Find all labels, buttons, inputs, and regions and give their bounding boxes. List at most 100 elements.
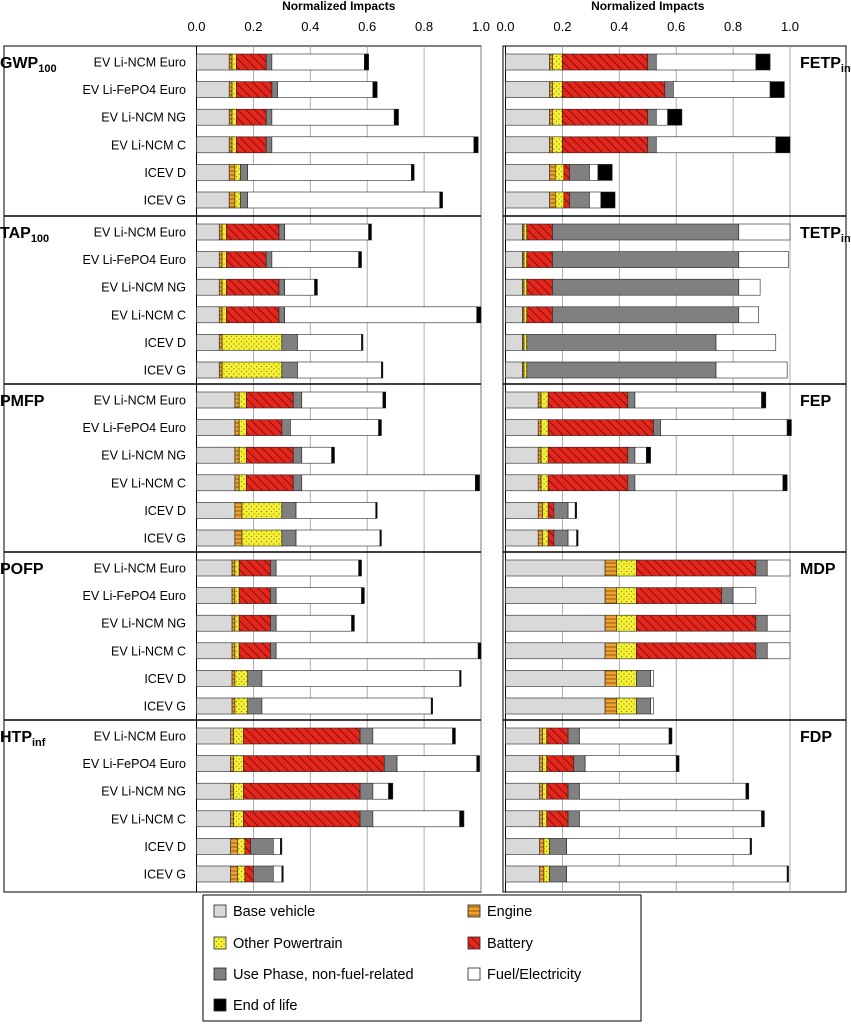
- bar-segment-use: [250, 838, 274, 855]
- bar-segment-other: [233, 727, 244, 745]
- bar-segment-fuel: [247, 191, 441, 209]
- bar-segment-other: [523, 334, 528, 351]
- bar-segment-engine: [549, 136, 553, 154]
- category-label: EV Li-FePO4 Euro: [82, 589, 186, 603]
- bar-segment-eol: [755, 53, 771, 71]
- bar-segment-eol: [379, 529, 382, 547]
- bar-segment-use: [292, 391, 303, 409]
- bar-segment-other: [221, 251, 227, 268]
- bar-segment-use: [281, 529, 297, 547]
- bar-segment-battery: [238, 642, 271, 660]
- bar-segment-base: [505, 391, 539, 409]
- legend-swatch-base: [213, 904, 227, 918]
- bar-segment-base: [505, 108, 550, 126]
- legend-label: Base vehicle: [233, 904, 315, 920]
- bar-segment-battery: [238, 614, 271, 632]
- bar-segment-use: [627, 474, 636, 492]
- bar-segment-engine: [604, 642, 617, 660]
- bar-segment-battery: [547, 419, 654, 436]
- bar-segment-use: [627, 391, 636, 409]
- tick-label: 0.8: [724, 19, 742, 34]
- metric-label: FDP: [800, 729, 832, 746]
- bar-segment-battery: [236, 108, 267, 126]
- bar-segment-base: [505, 223, 523, 241]
- bar-segment-battery: [245, 446, 294, 464]
- bar-segment-eol: [475, 474, 480, 492]
- metric-label: FETPinf: [800, 55, 851, 75]
- bar-segment-fuel: [738, 223, 791, 241]
- bar-segment-base: [505, 251, 523, 268]
- bar-segment-engine: [230, 865, 239, 883]
- bar-segment-other: [552, 108, 563, 126]
- bar-segment-battery: [547, 391, 629, 409]
- bar-segment-base: [196, 278, 220, 296]
- bar-segment-base: [196, 529, 236, 547]
- bar-segment-other: [231, 136, 237, 154]
- bar-segment-base: [505, 642, 606, 660]
- bar-segment-use: [552, 223, 740, 241]
- bar-segment-other: [241, 502, 283, 519]
- bar-segment-use: [552, 278, 740, 296]
- metric-label: PMFP: [0, 393, 45, 410]
- bar-segment-fuel: [650, 670, 654, 687]
- bar-segment-eol: [761, 391, 767, 409]
- bar-segment-use: [573, 755, 586, 772]
- bar-segment-fuel: [738, 306, 760, 324]
- bar-segment-base: [505, 81, 550, 98]
- bar-segment-fuel: [301, 474, 476, 492]
- bar-segment-base: [196, 755, 231, 772]
- bar-segment-fuel: [634, 391, 762, 409]
- bar-segment-use: [636, 697, 651, 715]
- bar-segment-other: [234, 559, 240, 577]
- bar-segment-base: [196, 191, 230, 209]
- bar-segment-engine: [231, 697, 236, 715]
- bar-segment-battery: [226, 223, 280, 241]
- bar-segment-use: [567, 782, 580, 800]
- bar-segment-eol: [368, 223, 372, 241]
- bar-segment-base: [196, 865, 231, 883]
- bar-segment-fuel: [261, 697, 432, 715]
- metric-label: HTPinf: [0, 729, 46, 749]
- bar-segment-use: [265, 251, 273, 268]
- bar-segment-other: [234, 697, 249, 715]
- bar-segment-fuel: [566, 838, 751, 855]
- bar-segment-use: [247, 697, 263, 715]
- bar-segment-base: [505, 164, 550, 181]
- category-label: EV Li-NCM NG: [101, 785, 186, 799]
- bar-segment-fuel: [566, 865, 788, 883]
- bar-segment-engine: [549, 81, 553, 98]
- bar-segment-engine: [539, 838, 545, 855]
- bar-segment-use: [265, 136, 273, 154]
- bar-segment-fuel: [271, 251, 359, 268]
- metric-label: GWP100: [0, 55, 57, 75]
- bar-segment-fuel: [567, 502, 576, 519]
- metric-label: TETPinf: [800, 225, 851, 245]
- bar-segment-other: [523, 223, 528, 241]
- bar-segment-base: [196, 334, 220, 351]
- category-label: EV Li-NCM NG: [101, 449, 186, 463]
- bar-segment-eol: [473, 136, 479, 154]
- legend-label: Engine: [487, 904, 532, 920]
- bar-segment-base: [505, 334, 523, 351]
- bar-segment-eol: [372, 81, 378, 98]
- bar-segment-fuel: [372, 727, 453, 745]
- bar-segment-base: [505, 502, 539, 519]
- bar-segment-use: [265, 108, 273, 126]
- bar-segment-other: [234, 614, 240, 632]
- bar-segment-battery: [546, 810, 569, 828]
- bar-segment-battery: [238, 587, 271, 604]
- bar-segment-use: [569, 191, 590, 209]
- bar-segment-battery: [547, 474, 629, 492]
- bar-segment-battery: [244, 865, 254, 883]
- bar-segment-other: [234, 164, 241, 181]
- bar-segment-use: [253, 865, 274, 883]
- bar-segment-fuel: [273, 838, 281, 855]
- bar-segment-other: [221, 306, 227, 324]
- bar-segment-battery: [546, 782, 569, 800]
- bar-segment-eol: [331, 446, 335, 464]
- bar-segment-engine: [537, 446, 542, 464]
- bar-segment-fuel: [372, 782, 389, 800]
- bar-segment-base: [505, 419, 539, 436]
- tick-label: 1.0: [781, 19, 799, 34]
- bar-segment-base: [196, 164, 230, 181]
